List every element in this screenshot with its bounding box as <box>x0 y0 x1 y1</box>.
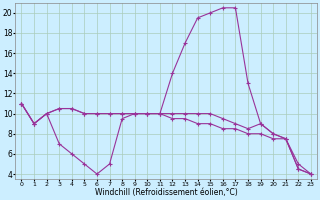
X-axis label: Windchill (Refroidissement éolien,°C): Windchill (Refroidissement éolien,°C) <box>95 188 237 197</box>
